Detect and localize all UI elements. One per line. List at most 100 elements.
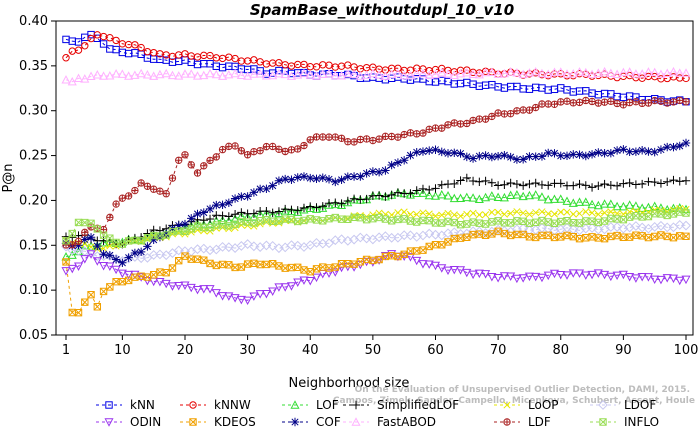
data-point xyxy=(274,207,284,216)
data-point xyxy=(155,249,165,260)
data-point xyxy=(136,273,146,282)
data-point xyxy=(425,77,433,86)
data-point xyxy=(199,285,209,294)
data-point xyxy=(362,255,371,264)
data-point xyxy=(281,147,289,156)
data-point xyxy=(637,69,647,78)
data-point xyxy=(294,263,302,271)
data-point xyxy=(261,71,271,80)
data-point xyxy=(312,265,321,273)
data-point xyxy=(268,181,277,190)
data-point xyxy=(488,230,496,238)
data-point xyxy=(630,221,641,231)
data-point xyxy=(456,212,465,220)
data-point xyxy=(294,145,302,153)
data-point xyxy=(168,174,177,182)
data-point xyxy=(349,69,359,78)
data-point xyxy=(156,187,164,195)
data-point xyxy=(669,142,678,152)
data-point xyxy=(274,283,284,292)
data-point xyxy=(61,252,71,261)
data-point xyxy=(293,278,303,287)
data-point xyxy=(618,67,628,77)
data-point xyxy=(569,232,577,241)
legend-marker xyxy=(290,400,300,409)
data-point xyxy=(180,69,190,78)
data-point xyxy=(268,259,277,268)
data-point xyxy=(588,97,596,106)
data-point xyxy=(355,71,365,80)
data-point xyxy=(500,180,509,189)
data-point xyxy=(112,36,120,45)
data-point xyxy=(99,249,108,259)
data-point xyxy=(61,267,71,276)
data-point xyxy=(449,227,460,238)
data-point xyxy=(181,227,189,236)
data-point xyxy=(544,100,552,108)
data-point xyxy=(493,274,503,283)
data-point xyxy=(513,208,521,216)
data-point xyxy=(143,273,152,281)
watermark-authors-line: Campos, Zimek, Sander, Campello, Micenko… xyxy=(333,396,695,406)
data-point xyxy=(300,216,308,225)
data-point xyxy=(437,147,446,157)
data-point xyxy=(656,145,666,154)
data-point xyxy=(550,149,559,158)
data-point xyxy=(537,192,547,201)
data-point xyxy=(168,264,177,272)
data-point xyxy=(413,130,421,138)
data-point xyxy=(430,261,441,271)
data-point xyxy=(73,73,84,82)
data-point xyxy=(106,213,114,221)
data-point xyxy=(488,208,496,216)
data-point xyxy=(281,264,289,272)
x-tick-label: 10 xyxy=(114,343,131,358)
data-point xyxy=(81,298,89,306)
data-point xyxy=(400,130,408,139)
data-point xyxy=(500,110,509,118)
data-point xyxy=(305,203,315,212)
data-point xyxy=(482,211,490,219)
data-point xyxy=(575,219,584,227)
data-point xyxy=(531,272,541,282)
data-point xyxy=(657,97,665,105)
data-point xyxy=(582,234,590,242)
data-point xyxy=(331,133,339,141)
data-point xyxy=(211,69,221,79)
data-point xyxy=(506,66,516,76)
data-point xyxy=(594,91,603,99)
data-point xyxy=(231,220,239,228)
data-point xyxy=(557,217,565,226)
data-point xyxy=(187,225,195,233)
data-point xyxy=(662,68,672,78)
data-point xyxy=(99,40,108,48)
data-point xyxy=(618,270,628,280)
data-point xyxy=(619,179,628,188)
data-point xyxy=(574,67,585,76)
legend-item-kdeos: KDEOS xyxy=(180,415,256,429)
data-point xyxy=(293,206,302,215)
legend-marker xyxy=(598,400,608,410)
data-point xyxy=(631,201,641,210)
data-point xyxy=(249,209,259,218)
y-tick-label: 0.35 xyxy=(19,59,48,74)
data-point xyxy=(524,68,534,77)
data-point xyxy=(444,209,452,217)
data-point xyxy=(563,97,571,105)
data-point xyxy=(250,219,258,227)
data-point xyxy=(607,208,615,216)
data-point xyxy=(601,209,609,217)
legend-marker xyxy=(104,418,114,427)
data-point xyxy=(507,209,515,217)
data-point xyxy=(625,272,635,282)
data-point xyxy=(143,182,152,190)
data-point xyxy=(287,205,296,215)
data-point xyxy=(424,228,435,239)
data-point xyxy=(387,217,396,225)
data-point xyxy=(118,194,127,202)
data-point xyxy=(594,181,603,191)
series-ldf xyxy=(62,96,690,249)
data-point xyxy=(612,146,622,155)
data-point xyxy=(475,115,484,123)
data-point xyxy=(230,68,240,78)
